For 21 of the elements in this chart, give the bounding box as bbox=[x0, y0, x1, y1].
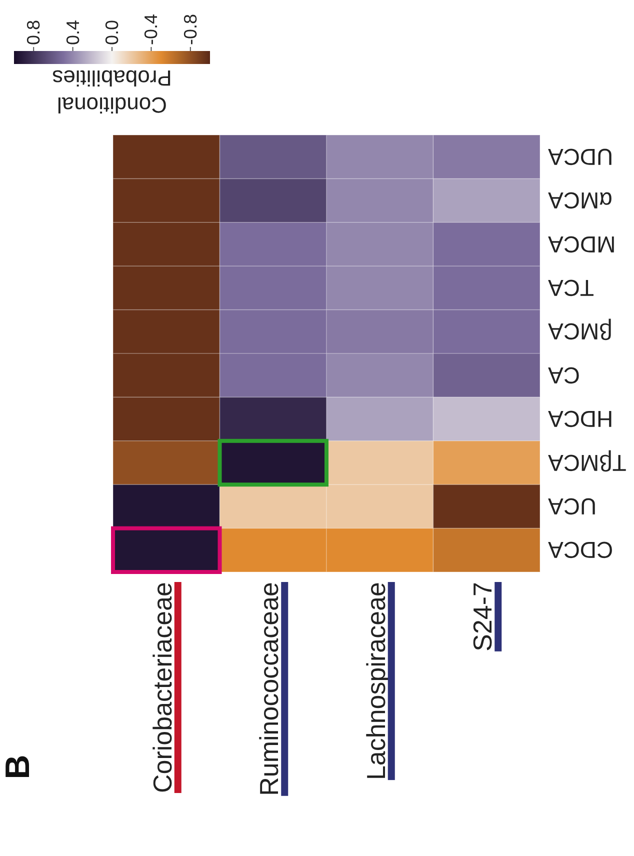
y-tick-label: CA bbox=[547, 362, 580, 388]
y-tick-label: TCA bbox=[547, 274, 594, 301]
y-tick-label: HDCA bbox=[547, 406, 614, 432]
y-tick-label: TβMCA bbox=[547, 450, 626, 476]
x-tick-label: Lachnospiraceae bbox=[360, 582, 391, 780]
y-tick-label: βMCA bbox=[547, 318, 612, 345]
x-tick-label: Ruminococcaceae bbox=[254, 582, 284, 796]
x-tick-label: S24-7 bbox=[468, 582, 498, 652]
text: B bbox=[0, 754, 37, 780]
color-bar-label: 0.8 bbox=[24, 20, 44, 45]
color-bar-title: Conditional Probabilities bbox=[52, 66, 172, 118]
color-bar-label: 0.4 bbox=[62, 20, 83, 45]
color-bar-label: -0.8 bbox=[180, 14, 200, 45]
y-tick-label: UCA bbox=[547, 493, 597, 520]
color-bar-label: -0.4 bbox=[141, 14, 162, 45]
color-bar-label: 0.0 bbox=[102, 20, 122, 45]
y-tick-label: αMCA bbox=[547, 188, 612, 214]
y-tick-label: MDCA bbox=[547, 231, 616, 258]
y-tick-label: CDCA bbox=[547, 537, 614, 564]
y-tick-label: UDCA bbox=[547, 144, 614, 170]
x-tick-label: Coriobacteriaceae bbox=[147, 582, 178, 794]
